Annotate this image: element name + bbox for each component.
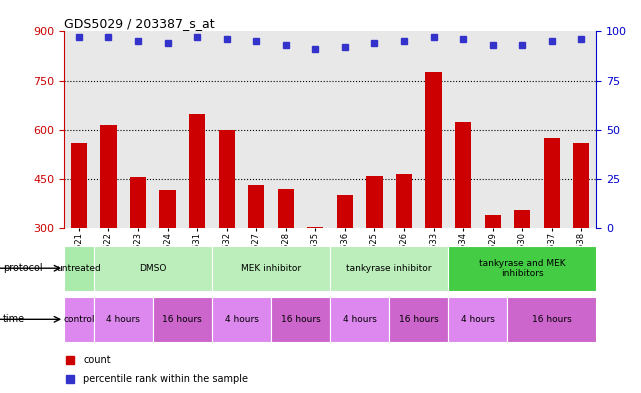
Bar (366, 176, 383, 228)
Text: untreated: untreated (56, 264, 101, 273)
Bar (337, 195, 353, 228)
Bar (64, 297, 94, 342)
Bar (426, 72, 442, 228)
Text: 16 hours: 16 hours (399, 315, 438, 324)
Text: 16 hours: 16 hours (281, 315, 320, 324)
Text: control: control (63, 315, 95, 324)
Text: protocol: protocol (3, 263, 43, 273)
Bar (189, 114, 205, 228)
Bar (219, 130, 235, 228)
Bar (64, 246, 94, 291)
Bar (544, 138, 560, 228)
Bar (212, 246, 330, 291)
Bar (330, 246, 448, 291)
Bar (448, 297, 508, 342)
Bar (160, 190, 176, 228)
Bar (94, 246, 212, 291)
Text: 4 hours: 4 hours (343, 315, 377, 324)
Bar (514, 210, 530, 228)
Bar (94, 297, 153, 342)
Text: time: time (3, 314, 26, 324)
Bar (153, 297, 212, 342)
Bar (396, 174, 412, 228)
Bar (212, 297, 271, 342)
Bar (71, 143, 87, 228)
Bar (271, 297, 330, 342)
Bar (455, 121, 471, 228)
Text: 16 hours: 16 hours (162, 315, 202, 324)
Text: 4 hours: 4 hours (461, 315, 495, 324)
Bar (485, 215, 501, 228)
Text: 4 hours: 4 hours (106, 315, 140, 324)
Bar (448, 246, 596, 291)
Text: MEK inhibitor: MEK inhibitor (241, 264, 301, 273)
Bar (307, 227, 324, 228)
Text: 4 hours: 4 hours (224, 315, 258, 324)
Bar (508, 297, 596, 342)
Text: 16 hours: 16 hours (532, 315, 572, 324)
Text: DMSO: DMSO (139, 264, 167, 273)
Text: percentile rank within the sample: percentile rank within the sample (83, 374, 248, 384)
Text: GDS5029 / 203387_s_at: GDS5029 / 203387_s_at (64, 17, 215, 30)
Bar (389, 297, 448, 342)
Text: tankyrase and MEK
inhibitors: tankyrase and MEK inhibitors (479, 259, 565, 278)
Bar (573, 143, 590, 228)
Bar (330, 297, 389, 342)
Bar (248, 185, 264, 228)
Bar (100, 125, 117, 228)
Bar (278, 189, 294, 228)
Text: tankyrase inhibitor: tankyrase inhibitor (347, 264, 432, 273)
Bar (130, 177, 146, 228)
Text: count: count (83, 354, 111, 365)
